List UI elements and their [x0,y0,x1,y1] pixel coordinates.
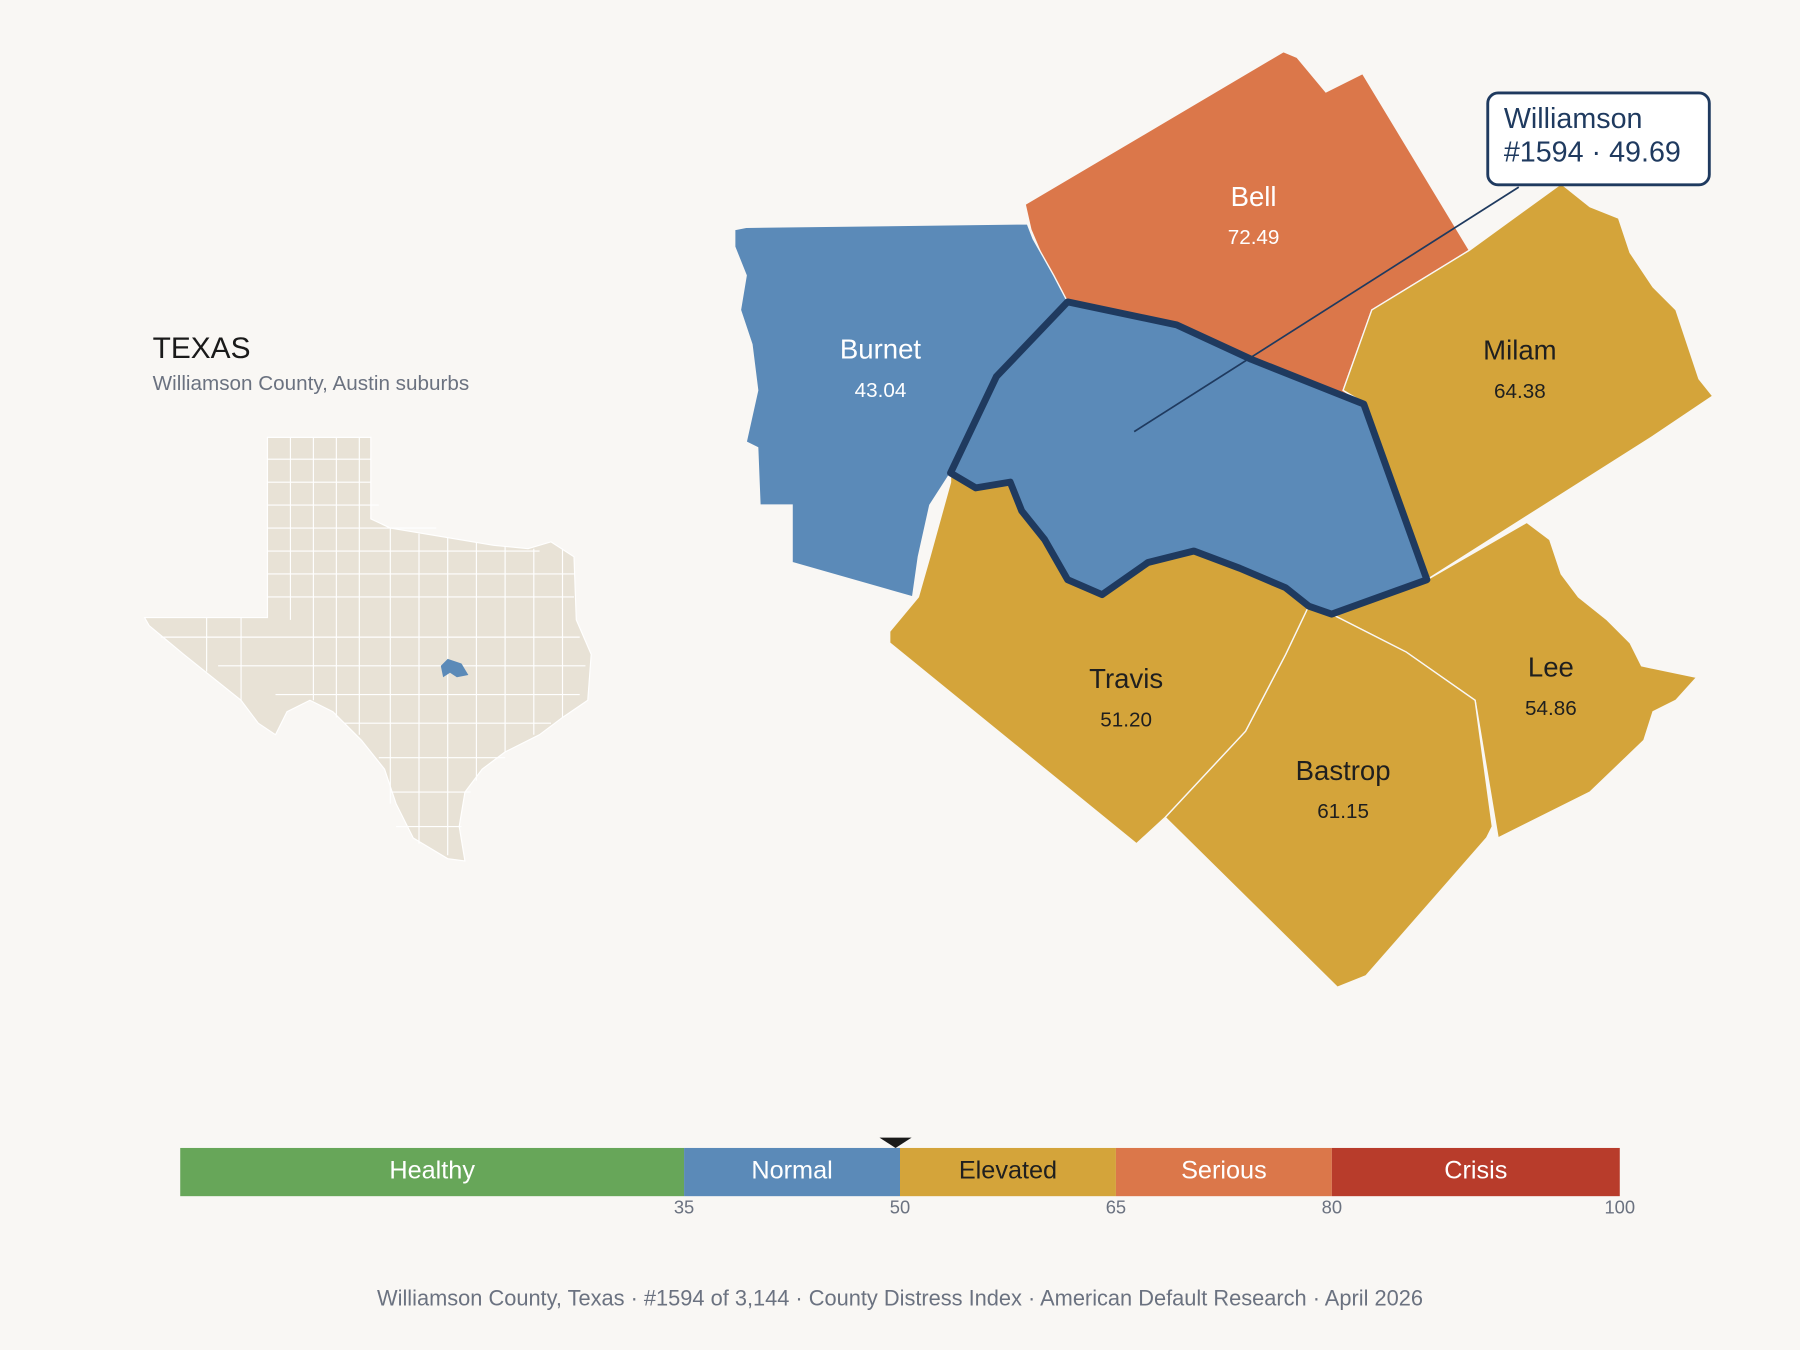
state-subtitle: Williamson County, Austin suburbs [153,372,469,395]
scale-band-label: Normal [751,1157,832,1185]
scale-band-label: Elevated [959,1157,1057,1185]
state-minimap [143,436,592,862]
county-name: Lee [1528,652,1574,683]
county-shape [734,223,1069,598]
highlight-county-minimap [440,658,469,678]
scale-tick-label: 100 [1604,1197,1635,1218]
scale-band [1115,1147,1332,1197]
footer: Williamson County, Texas · #1594 of 3,14… [377,1285,1423,1310]
scale-band-label: Healthy [389,1157,475,1185]
county-name: Bastrop [1296,755,1391,786]
scale-band [684,1147,900,1197]
scale-marker [879,1137,912,1148]
scale-band [1331,1147,1620,1197]
county-name: Travis [1089,663,1163,694]
scale-tick-label: 65 [1106,1197,1126,1218]
county-score: 54.86 [1525,697,1577,720]
distress-scale: Healthy Normal Elevated Serious Crisis 35 50 65… [180,1137,1635,1218]
county-name: Bell [1231,181,1277,212]
county-name: Milam [1483,335,1556,366]
scale-tick-label: 50 [890,1197,910,1218]
scale-tick-label: 35 [674,1197,694,1218]
callout-box [1486,91,1711,187]
scale-band-label: Crisis [1444,1157,1507,1185]
county-score: 64.38 [1494,380,1546,403]
county-score: 61.15 [1317,800,1369,823]
county-layer: Bell 72.49 Burnet 43.04 Milam 64.38 Lee 54.86 Ba… [734,50,1714,989]
scale-band [180,1147,685,1197]
county-grid [160,437,586,856]
callout-name: Williamson [1504,103,1643,135]
scale-band [900,1147,1116,1197]
callout-rank: #1594 · 49.69 [1504,136,1681,168]
county-score: 43.04 [855,379,907,402]
callout-leader [1133,186,1520,433]
state-outline [143,436,592,862]
county-shape [1342,182,1714,581]
county-score: 51.20 [1100,708,1152,731]
county-score: 72.49 [1228,226,1280,249]
scale-band-label: Serious [1181,1157,1267,1185]
highlight-county-shape [947,298,1431,618]
scale-tick-label: 80 [1322,1197,1342,1218]
county-name: Burnet [840,334,922,365]
state-title: TEXAS [153,332,251,365]
